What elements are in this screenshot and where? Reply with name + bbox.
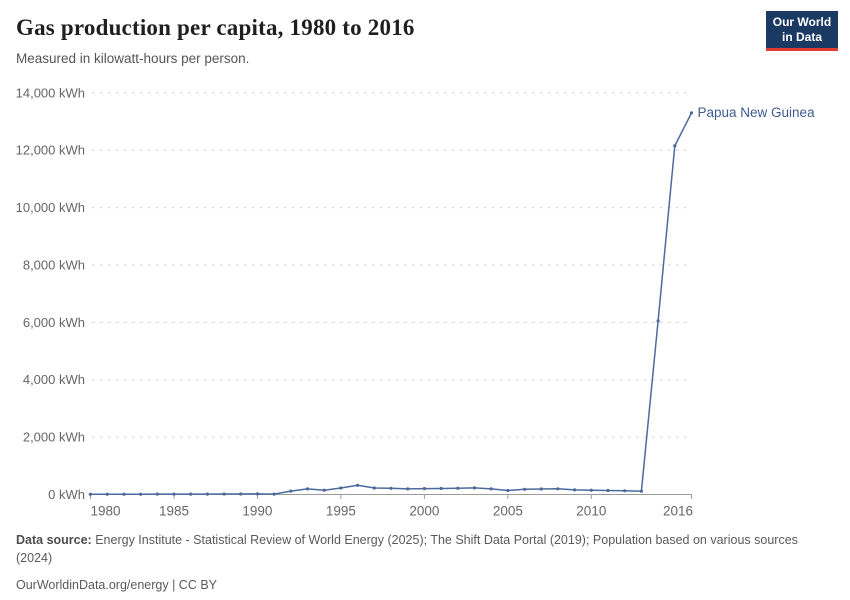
data-point[interactable] bbox=[639, 489, 644, 493]
data-point[interactable] bbox=[689, 111, 694, 115]
data-point[interactable] bbox=[489, 487, 493, 491]
data-point[interactable] bbox=[172, 492, 176, 496]
data-point[interactable] bbox=[472, 486, 477, 490]
x-tick-label: 1990 bbox=[242, 504, 272, 519]
chart-header: Gas production per capita, 1980 to 2016 … bbox=[16, 14, 750, 66]
y-tick-label: 8,000 kWh bbox=[23, 257, 85, 272]
data-point[interactable] bbox=[239, 492, 243, 496]
data-point[interactable] bbox=[573, 488, 577, 492]
x-tick-label: 1995 bbox=[326, 504, 356, 519]
y-tick-label: 4,000 kWh bbox=[23, 372, 85, 387]
data-point[interactable] bbox=[406, 487, 410, 491]
data-point[interactable] bbox=[656, 319, 660, 323]
data-source-label: Data source: bbox=[16, 533, 92, 547]
y-tick-label: 0 kWh bbox=[48, 487, 85, 502]
data-point[interactable] bbox=[439, 486, 443, 491]
data-source-line: Data source: Energy Institute - Statisti… bbox=[16, 531, 832, 567]
x-tick-label: 2016 bbox=[663, 504, 693, 519]
y-tick-label: 10,000 kWh bbox=[16, 200, 85, 215]
y-tick-label: 6,000 kWh bbox=[23, 315, 85, 330]
data-point[interactable] bbox=[422, 487, 426, 491]
logo-line2: in Data bbox=[781, 30, 822, 44]
data-point[interactable] bbox=[356, 483, 360, 487]
data-point[interactable] bbox=[272, 492, 276, 496]
data-point[interactable] bbox=[523, 487, 527, 491]
data-point[interactable] bbox=[339, 486, 343, 490]
plot-area[interactable] bbox=[91, 93, 692, 495]
x-tick-label: 1980 bbox=[91, 504, 121, 519]
y-tick-label: 12,000 kWh bbox=[16, 143, 85, 158]
data-point[interactable] bbox=[289, 489, 293, 493]
logo-line1: Our World bbox=[772, 15, 832, 29]
data-point[interactable] bbox=[189, 492, 193, 496]
attribution-link[interactable]: OurWorldinData.org/energy | CC BY bbox=[16, 578, 218, 592]
data-point[interactable] bbox=[155, 492, 159, 496]
data-point[interactable] bbox=[105, 492, 109, 496]
entity-label[interactable]: Papua New Guinea bbox=[697, 104, 815, 120]
data-point[interactable] bbox=[556, 487, 560, 491]
page-title: Gas production per capita, 1980 to 2016 bbox=[16, 15, 415, 40]
data-source-text: Energy Institute - Statistical Review of… bbox=[16, 533, 798, 565]
data-point[interactable] bbox=[606, 488, 610, 493]
data-point[interactable] bbox=[389, 486, 393, 490]
data-point[interactable] bbox=[322, 488, 326, 492]
data-point[interactable] bbox=[139, 492, 143, 496]
data-point[interactable] bbox=[88, 492, 93, 496]
data-point[interactable] bbox=[222, 492, 226, 496]
data-point[interactable] bbox=[623, 489, 627, 493]
data-point[interactable] bbox=[589, 488, 593, 492]
data-point[interactable] bbox=[305, 487, 310, 491]
y-tick-label: 2,000 kWh bbox=[23, 430, 85, 445]
data-point[interactable] bbox=[122, 492, 126, 496]
chart-subtitle: Measured in kilowatt-hours per person. bbox=[16, 51, 250, 66]
data-point[interactable] bbox=[539, 487, 543, 491]
y-tick-label: 14,000 kWh bbox=[16, 85, 85, 100]
x-tick-label: 2000 bbox=[409, 504, 439, 519]
owid-logo[interactable]: Our World in Data bbox=[766, 11, 838, 51]
data-point[interactable] bbox=[506, 488, 510, 493]
x-tick-label: 1985 bbox=[159, 504, 189, 519]
data-point[interactable] bbox=[372, 486, 376, 490]
chart-footer: Data source: Energy Institute - Statisti… bbox=[16, 531, 832, 594]
data-point[interactable] bbox=[205, 492, 209, 496]
data-point[interactable] bbox=[255, 492, 259, 496]
x-tick-label: 2005 bbox=[493, 504, 523, 519]
data-point[interactable] bbox=[673, 144, 677, 148]
x-tick-label: 2010 bbox=[576, 504, 606, 519]
data-point[interactable] bbox=[456, 486, 460, 490]
